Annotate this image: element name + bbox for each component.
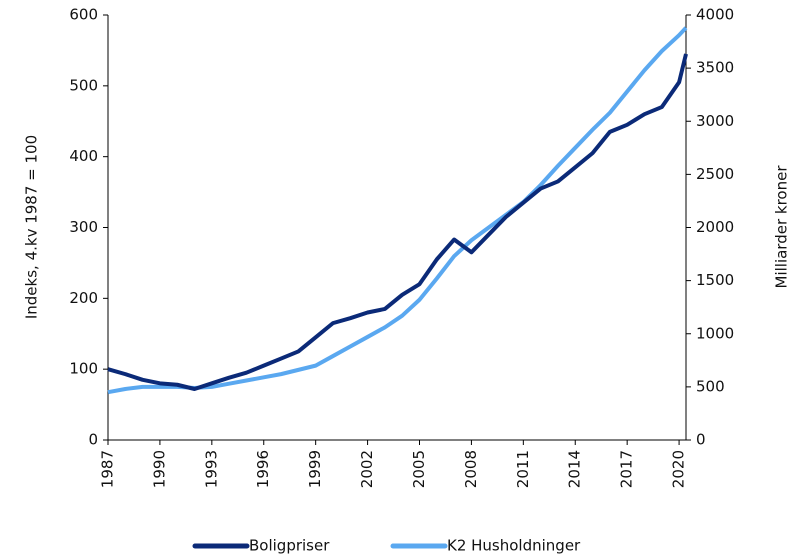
x-tick-label: 1999 bbox=[306, 450, 324, 488]
y2-tick-label: 4000 bbox=[696, 6, 734, 24]
y2-tick-label: 2000 bbox=[696, 218, 734, 236]
y-tick-label: 400 bbox=[69, 147, 98, 165]
x-tick-label: 2020 bbox=[670, 450, 688, 488]
x-tick-label: 2014 bbox=[566, 450, 584, 488]
y2-tick-label: 2500 bbox=[696, 165, 734, 183]
y2-tick-label: 1000 bbox=[696, 324, 734, 342]
x-tick-label: 1996 bbox=[254, 450, 272, 488]
y-tick-label: 500 bbox=[69, 76, 98, 94]
y2-tick-label: 1500 bbox=[696, 271, 734, 289]
x-tick-label: 2011 bbox=[514, 450, 532, 488]
y-tick-label: 100 bbox=[69, 360, 98, 378]
series-line bbox=[107, 26, 688, 395]
x-tick-label: 1987 bbox=[99, 450, 117, 488]
y2-tick-label: 500 bbox=[696, 377, 725, 395]
y-tick-label: 300 bbox=[69, 218, 98, 236]
y2-tick-label: 0 bbox=[696, 431, 706, 449]
legend-label: Boligpriser bbox=[249, 537, 330, 555]
legend-label: K2 Husholdninger bbox=[447, 537, 581, 555]
x-tick-label: 2008 bbox=[462, 450, 480, 488]
x-tick-label: 1990 bbox=[150, 450, 168, 488]
y-tick-label: 200 bbox=[69, 289, 98, 307]
x-tick-label: 1993 bbox=[202, 450, 220, 488]
x-tick-label: 2002 bbox=[358, 450, 376, 488]
y2-tick-label: 3500 bbox=[696, 59, 734, 77]
y2-tick-label: 3000 bbox=[696, 112, 734, 130]
y-tick-label: 600 bbox=[69, 6, 98, 24]
series-line bbox=[107, 53, 688, 391]
y2-axis-label: Milliarder kroner bbox=[773, 165, 791, 289]
y-tick-label: 0 bbox=[88, 431, 98, 449]
x-tick-label: 2005 bbox=[410, 450, 428, 488]
y-axis-label: Indeks, 4.kv 1987 = 100 bbox=[23, 135, 41, 319]
x-tick-label: 2017 bbox=[618, 450, 636, 488]
